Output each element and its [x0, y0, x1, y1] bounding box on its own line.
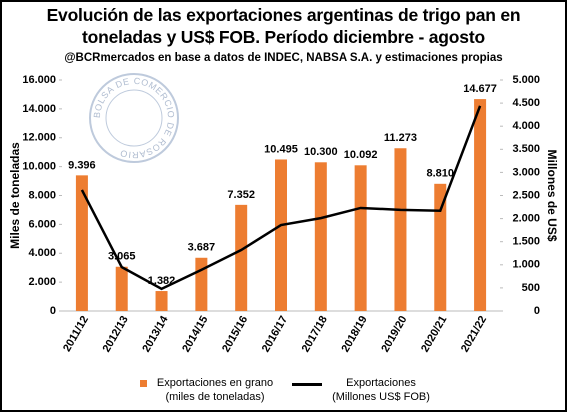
- value-label: 8.810: [427, 168, 455, 180]
- bar: [75, 175, 88, 311]
- x-tick-label: 2020/21: [419, 314, 449, 354]
- value-label: 3.065: [108, 251, 136, 263]
- x-tick-label: 2013/14: [140, 313, 171, 354]
- y2-tick-label: 5.000: [512, 74, 540, 86]
- x-tick-label: 2015/16: [220, 314, 250, 354]
- logo-inner: [105, 89, 163, 147]
- y-tick-label: 12.000: [22, 132, 56, 144]
- x-tick-label: 2019/20: [379, 314, 409, 354]
- y-tick-label: 0: [50, 305, 56, 317]
- value-label: 11.273: [384, 132, 417, 144]
- bar: [235, 204, 248, 311]
- bar: [354, 165, 367, 311]
- y2-tick-label: 2.000: [512, 213, 540, 225]
- x-tick-label: 2014/15: [180, 314, 210, 354]
- y2-tick-label: 3.000: [512, 166, 540, 178]
- y2-tick-label: 0: [534, 305, 540, 317]
- y2-tick-label: 4.000: [512, 120, 540, 132]
- value-label: 10.092: [344, 149, 378, 161]
- y-tick-label: 6.000: [28, 218, 56, 230]
- bar: [155, 291, 168, 311]
- y-tick-label: 8.000: [28, 189, 56, 201]
- y2-tick-label: 2.500: [512, 189, 540, 201]
- y-tick-label: 2.000: [28, 276, 56, 288]
- x-tick-label: 2012/13: [101, 314, 131, 354]
- y-tick-label: 14.000: [22, 103, 56, 115]
- y2-tick-label: 1.000: [512, 259, 540, 271]
- x-tick-label: 2021/22: [459, 314, 489, 354]
- y-tick-label: 4.000: [28, 247, 56, 259]
- bar: [474, 99, 487, 311]
- bar: [314, 162, 327, 311]
- bar: [115, 266, 128, 311]
- value-label: 10.495: [264, 143, 298, 155]
- logo-text-path: BOLSA DE COMERCIO DE ROSARIO: [92, 76, 175, 159]
- y2-tick-label: 1.500: [512, 236, 540, 248]
- x-tick-label: 2011/12: [61, 314, 91, 354]
- x-tick-label: 2016/17: [260, 314, 290, 354]
- value-label: 9.396: [68, 159, 96, 171]
- legend-swatch: [140, 380, 147, 387]
- bar: [434, 183, 447, 311]
- y2-tick-label: 3.500: [512, 143, 540, 155]
- bar: [195, 257, 208, 311]
- y2-axis-title: Millones de US$: [545, 149, 559, 241]
- value-label: 10.300: [304, 146, 338, 158]
- chart-title: Evolución de las exportaciones argentina…: [46, 5, 521, 47]
- bar: [394, 148, 407, 311]
- logo-text: BOLSA DE COMERCIO DE ROSARIO: [92, 76, 176, 159]
- legend-label: Exportaciones en grano (miles de tonelad…: [156, 377, 274, 403]
- legend-label: Exportaciones (Millones US$ FOB): [332, 377, 430, 403]
- bar: [275, 159, 287, 311]
- line: [80, 105, 482, 291]
- logo-ring: [89, 73, 179, 163]
- value-label: 14.677: [463, 83, 497, 95]
- y-tick-label: 10.000: [22, 161, 56, 173]
- x-tick-label: 2017/18: [300, 314, 330, 354]
- y2-tick-label: 500: [522, 282, 540, 294]
- value-label: 3.687: [188, 242, 216, 254]
- legend-line: [292, 383, 322, 386]
- x-tick-label: 2018/19: [339, 314, 369, 354]
- value-label: 7.352: [227, 189, 255, 201]
- y-axis-title: Miles de toneladas: [8, 142, 22, 249]
- logo: BOLSA DE COMERCIO DE ROSARIO: [89, 73, 179, 163]
- y2-tick-label: 4.500: [512, 97, 540, 109]
- y-tick-label: 16.000: [22, 74, 56, 86]
- chart-subtitle: @BCRmercados en base a datos de INDEC, N…: [64, 52, 503, 64]
